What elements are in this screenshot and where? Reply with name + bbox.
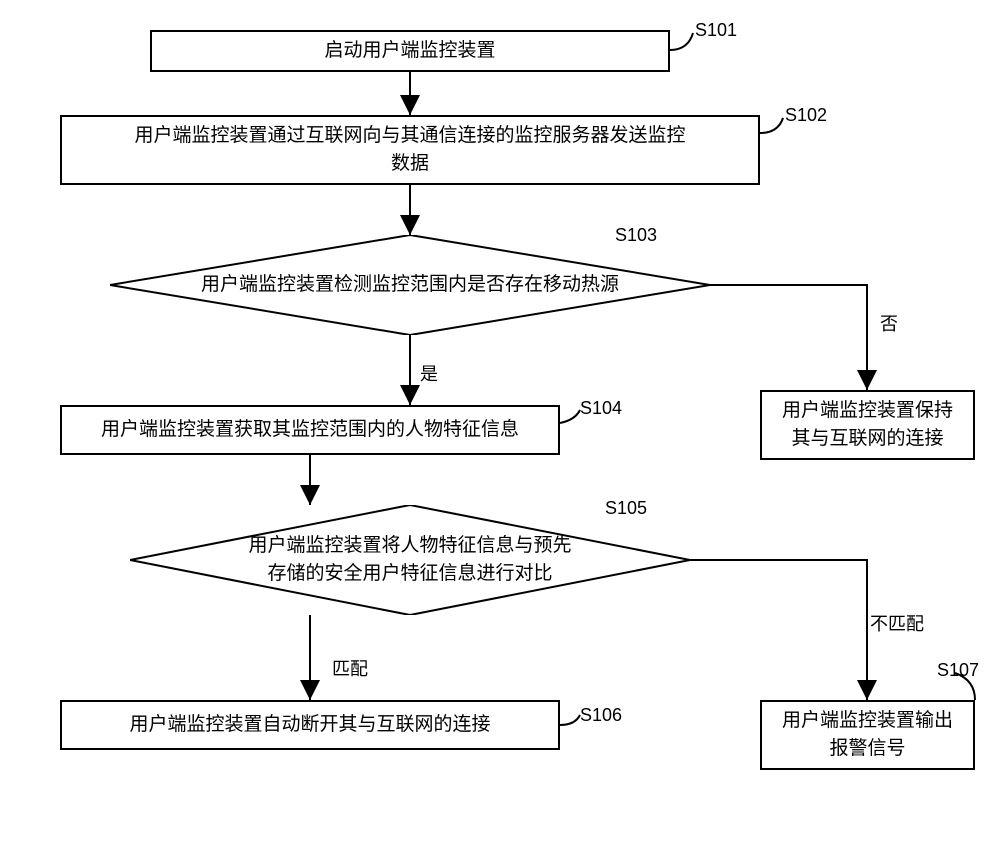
node-s104: 用户端监控装置获取其监控范围内的人物特征信息 bbox=[60, 405, 560, 455]
node-s106-text: 用户端监控装置自动断开其与互联网的连接 bbox=[121, 707, 498, 744]
step-label-s101: S101 bbox=[695, 20, 737, 41]
flowchart-canvas: 启动用户端监控装置 用户端监控装置通过互联网向与其通信连接的监控服务器发送监控数… bbox=[0, 0, 1000, 850]
node-s102-text: 用户端监控装置通过互联网向与其通信连接的监控服务器发送监控数据 bbox=[126, 118, 693, 183]
node-alarm: 用户端监控装置输出报警信号 bbox=[760, 700, 975, 770]
step-label-s104: S104 bbox=[580, 398, 622, 419]
node-s101-text: 启动用户端监控装置 bbox=[316, 33, 503, 70]
step-label-s105: S105 bbox=[605, 498, 647, 519]
node-s105-text: 用户端监控装置将人物特征信息与预先存储的安全用户特征信息进行对比 bbox=[248, 532, 571, 589]
edge-label-yes: 是 bbox=[420, 360, 438, 386]
node-keep-connection: 用户端监控装置保持其与互联网的连接 bbox=[760, 390, 975, 460]
node-s105-decision: 用户端监控装置将人物特征信息与预先存储的安全用户特征信息进行对比 bbox=[130, 505, 690, 615]
node-s106: 用户端监控装置自动断开其与互联网的连接 bbox=[60, 700, 560, 750]
node-s101: 启动用户端监控装置 bbox=[150, 30, 670, 72]
node-alarm-text: 用户端监控装置输出报警信号 bbox=[774, 703, 961, 768]
node-s102: 用户端监控装置通过互联网向与其通信连接的监控服务器发送监控数据 bbox=[60, 115, 760, 185]
step-label-s102: S102 bbox=[785, 105, 827, 126]
edge-label-no: 否 bbox=[880, 310, 898, 336]
node-keep-connection-text: 用户端监控装置保持其与互联网的连接 bbox=[774, 393, 961, 458]
step-label-s106: S106 bbox=[580, 705, 622, 726]
step-label-s103: S103 bbox=[615, 225, 657, 246]
node-s103-text: 用户端监控装置检测监控范围内是否存在移动热源 bbox=[201, 271, 619, 300]
node-s104-text: 用户端监控装置获取其监控范围内的人物特征信息 bbox=[93, 412, 527, 449]
edge-label-match: 匹配 bbox=[332, 655, 368, 681]
step-label-s107: S107 bbox=[937, 660, 979, 681]
node-s103-decision: 用户端监控装置检测监控范围内是否存在移动热源 bbox=[110, 235, 710, 335]
edge-label-nmatch: 不匹配 bbox=[870, 610, 924, 636]
